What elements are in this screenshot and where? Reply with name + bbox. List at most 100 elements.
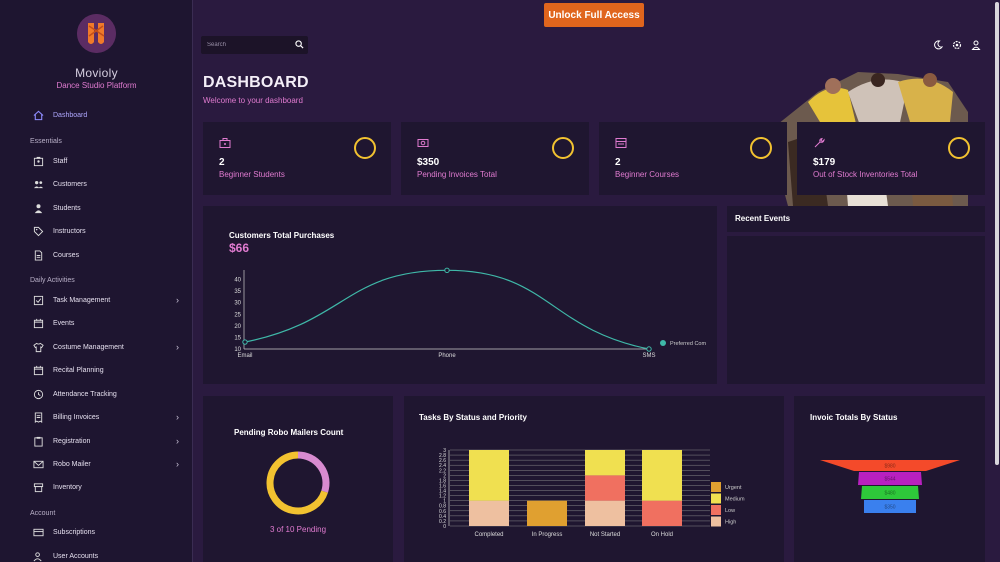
card-icon — [33, 528, 44, 536]
cash-icon — [417, 139, 429, 147]
funnel-stage — [861, 486, 919, 499]
chevron-right-icon: › — [176, 459, 179, 469]
stat-label: Beginner Students — [219, 170, 285, 179]
sidebar-item-label: Subscriptions — [53, 528, 96, 536]
y-tick-label: 15 — [234, 335, 241, 341]
brand-logo — [77, 14, 116, 53]
x-tick-label: Not Started — [590, 532, 620, 538]
recent-events-list — [727, 236, 985, 384]
y-tick-label: 1.2 — [439, 494, 446, 500]
customers-purchases-panel: Customers Total Purchases $66 10 15 20 25 30… — [203, 206, 717, 384]
sidebar-item-costume-management[interactable]: Costume Management › — [0, 337, 192, 357]
sidebar-item-courses[interactable]: Courses — [0, 245, 192, 265]
stat-label: Pending Invoices Total — [417, 170, 497, 179]
sidebar-item-robo-mailer[interactable]: Robo Mailer › — [0, 454, 192, 474]
invoices-panel: Invoic Totals By Status $980 $544 $480 $350 — [794, 396, 985, 562]
y-tick-label: 1 — [443, 499, 446, 505]
panel-title: Invoic Totals By Status — [810, 413, 898, 422]
stat-card[interactable]: $350 Pending Invoices Total — [401, 122, 589, 195]
sidebar-item-dashboard[interactable]: Dashboard — [0, 105, 192, 125]
invoice-icon — [34, 411, 43, 423]
y-tick-label: 1.6 — [439, 483, 446, 489]
stat-value: 2 — [615, 157, 621, 168]
tasks-stacked-bar-chart: 00.20.40.60.811.21.41.61.822.22.42.62.83… — [439, 448, 745, 538]
stat-card[interactable]: 2 Beginner Courses — [599, 122, 787, 195]
document-icon — [34, 249, 43, 261]
sidebar-item-label: Events — [53, 319, 75, 327]
x-tick-label: SMS — [642, 353, 655, 359]
data-point — [242, 339, 248, 345]
funnel-stage — [864, 500, 916, 513]
legend-swatch — [711, 516, 721, 527]
x-tick-label: Phone — [438, 353, 456, 359]
tag-icon — [33, 226, 44, 236]
chevron-right-icon: › — [176, 412, 179, 422]
y-tick-label: 25 — [234, 312, 241, 318]
sidebar-item-events[interactable]: Events — [0, 313, 192, 333]
legend-label: High — [725, 520, 736, 526]
sidebar-item-label: Recital Planning — [53, 366, 104, 374]
people-icon — [33, 180, 44, 188]
users-icon — [33, 551, 42, 561]
clipboard-icon — [34, 436, 43, 447]
y-tick-label: 10 — [234, 347, 241, 353]
data-point — [646, 346, 652, 352]
scrollbar-thumb[interactable] — [995, 2, 999, 465]
search-input[interactable] — [207, 39, 287, 51]
unlock-full-access-button[interactable]: Unlock Full Access — [544, 3, 644, 27]
stat-value: $350 — [417, 157, 440, 168]
y-tick-label: 40 — [234, 278, 241, 284]
stat-value: 2 — [219, 157, 225, 168]
calendar-icon — [33, 318, 44, 328]
stat-progress-ring — [354, 137, 376, 159]
user-profile-icon[interactable] — [971, 40, 981, 50]
sidebar-item-user-accounts[interactable]: User Accounts — [0, 546, 192, 562]
dark-mode-icon[interactable] — [933, 40, 943, 50]
mailers-caption: 3 of 10 Pending — [269, 525, 327, 534]
robo-mailers-panel: Pending Robo Mailers Count 3 of 10 Pendi… — [203, 396, 393, 562]
sidebar-item-task-management[interactable]: Task Management › — [0, 290, 192, 310]
panel-title: Customers Total Purchases — [229, 231, 335, 240]
sidebar-item-label: Costume Management — [53, 343, 124, 351]
y-tick-label: 1.4 — [439, 489, 446, 495]
chevron-right-icon: › — [176, 295, 179, 305]
sidebar-item-billing-invoices[interactable]: Billing Invoices › — [0, 407, 192, 427]
chevron-right-icon: › — [176, 436, 179, 446]
bar-segment — [642, 450, 682, 501]
x-tick-label: Completed — [474, 532, 503, 538]
legend-marker — [660, 340, 666, 346]
stat-label: Beginner Courses — [615, 170, 680, 179]
stat-card[interactable]: $179 Out of Stock Inventories Total — [797, 122, 985, 195]
bar-segment — [642, 500, 682, 526]
stat-card[interactable]: 2 Beginner Students — [203, 122, 391, 195]
legend-swatch — [711, 482, 721, 492]
sidebar-item-students[interactable]: Students — [0, 198, 192, 218]
data-point — [444, 267, 450, 274]
y-tick-label: 0.4 — [439, 514, 446, 520]
settings-icon[interactable] — [952, 40, 962, 50]
sidebar-item-staff[interactable]: Staff — [0, 151, 192, 171]
sidebar-item-registration[interactable]: Registration › — [0, 431, 192, 451]
sidebar-item-attendance-tracking[interactable]: Attendance Tracking — [0, 384, 192, 404]
briefcase-icon — [219, 138, 231, 148]
y-tick-label: 2.2 — [439, 468, 446, 474]
search-icon[interactable] — [295, 40, 304, 49]
legend-label: Preferred Com — [670, 341, 706, 347]
sidebar-item-label: Registration — [53, 437, 91, 445]
shirt-icon — [33, 342, 44, 352]
sidebar-item-customers[interactable]: Customers — [0, 174, 192, 194]
nav-section-essentials: Essentials — [30, 138, 62, 145]
panel-title: Recent Events — [735, 214, 791, 223]
bar-segment — [585, 475, 625, 501]
brand-name: Movioly — [75, 66, 118, 80]
sidebar-item-inventory[interactable]: Inventory — [0, 477, 192, 497]
sidebar-item-subscriptions[interactable]: Subscriptions — [0, 522, 192, 542]
sidebar-item-instructors[interactable]: Instructors — [0, 221, 192, 241]
sidebar-item-recital-planning[interactable]: Recital Planning — [0, 360, 192, 380]
calendar-icon — [33, 365, 44, 375]
funnel-label: $980 — [884, 464, 895, 470]
x-tick-label: In Progress — [532, 532, 563, 538]
recent-events-header: Recent Events — [727, 206, 985, 232]
series-line — [244, 269, 650, 350]
panel-title: Tasks By Status and Priority — [419, 413, 527, 422]
